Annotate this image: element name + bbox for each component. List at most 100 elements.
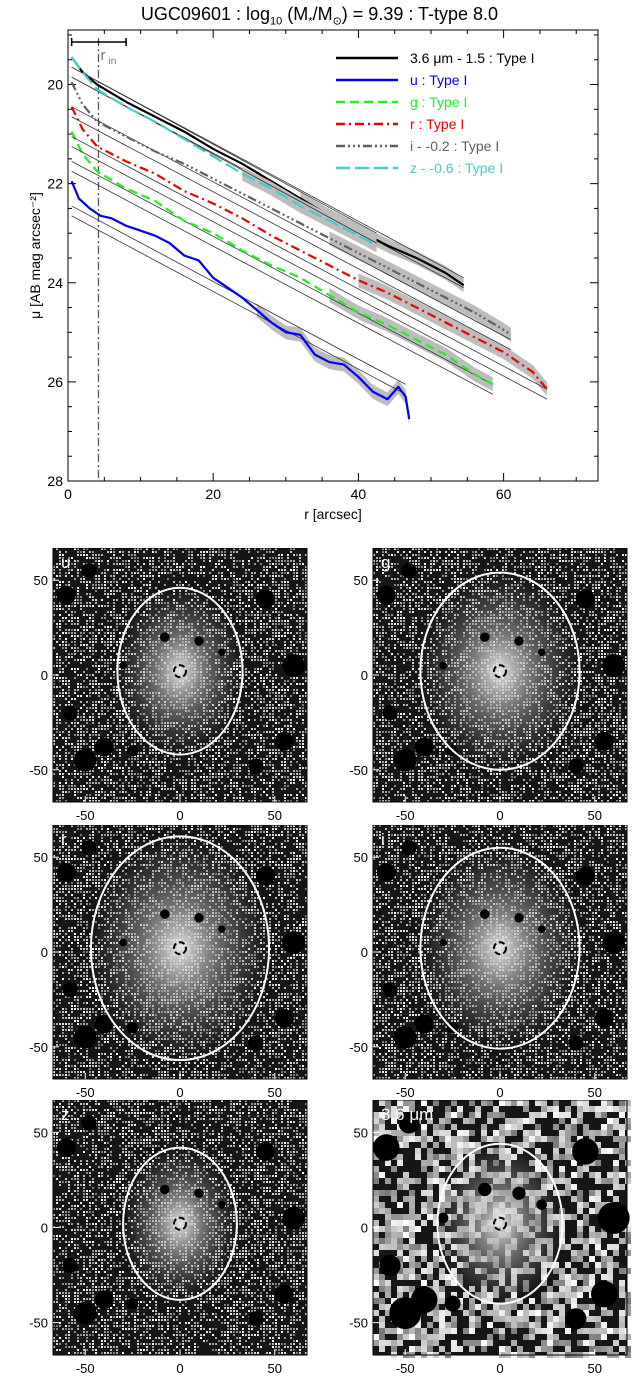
noise-pixel	[400, 623, 402, 625]
noise-pixel	[77, 797, 79, 799]
noise-pixel	[230, 752, 232, 754]
noise-pixel	[236, 722, 238, 724]
noise-pixel	[233, 584, 235, 586]
noise-pixel	[56, 746, 58, 748]
noise-pixel	[179, 770, 181, 772]
noise-pixel	[191, 794, 193, 796]
noise-pixel	[565, 590, 567, 592]
noise-pixel	[227, 731, 229, 733]
noise-pixel	[230, 572, 232, 574]
noise-pixel	[472, 554, 474, 556]
noise-pixel	[424, 563, 426, 565]
noise-pixel	[212, 596, 214, 598]
noise-pixel	[143, 776, 145, 778]
noise-pixel	[601, 590, 603, 592]
noise-pixel	[463, 554, 465, 556]
noise-pixel	[116, 749, 118, 751]
noise-pixel	[119, 740, 121, 742]
noise-pixel	[110, 581, 112, 583]
noise-pixel	[269, 674, 271, 676]
noise-pixel	[278, 614, 280, 616]
noise-pixel	[122, 593, 124, 595]
noise-pixel	[547, 551, 549, 553]
noise-pixel	[119, 563, 121, 565]
noise-pixel	[598, 620, 600, 622]
noise-pixel	[89, 656, 91, 658]
noise-pixel	[119, 755, 121, 757]
noise-pixel	[170, 788, 172, 790]
noise-pixel	[272, 779, 274, 781]
noise-pixel	[263, 782, 265, 784]
noise-pixel	[155, 794, 157, 796]
noise-pixel	[101, 767, 103, 769]
noise-pixel	[83, 704, 85, 706]
fit-line-upper	[72, 67, 377, 233]
noise-pixel	[215, 575, 217, 577]
noise-pixel	[254, 710, 256, 712]
noise-pixel	[212, 569, 214, 571]
noise-pixel	[475, 563, 477, 565]
noise-pixel	[616, 605, 618, 607]
noise-pixel	[89, 707, 91, 709]
noise-pixel	[206, 749, 208, 751]
noise-pixel	[287, 698, 289, 700]
noise-pixel	[98, 554, 100, 556]
noise-pixel	[215, 782, 217, 784]
noise-pixel	[275, 776, 277, 778]
noise-pixel	[284, 620, 286, 622]
noise-pixel	[613, 560, 615, 562]
noise-pixel	[143, 749, 145, 751]
noise-pixel	[577, 614, 579, 616]
noise-pixel	[535, 566, 537, 568]
noise-pixel	[245, 734, 247, 736]
noise-pixel	[403, 605, 405, 607]
noise-pixel	[122, 563, 124, 565]
noise-pixel	[152, 770, 154, 772]
noise-pixel	[59, 665, 61, 667]
noise-pixel	[191, 797, 193, 799]
noise-pixel	[146, 794, 148, 796]
noise-pixel	[158, 560, 160, 562]
noise-pixel	[68, 629, 70, 631]
noise-pixel	[71, 788, 73, 790]
noise-pixel	[113, 608, 115, 610]
noise-pixel	[391, 626, 393, 628]
noise-pixel	[281, 719, 283, 721]
noise-pixel	[580, 566, 582, 568]
noise-pixel	[152, 563, 154, 565]
noise-pixel	[302, 599, 304, 601]
noise-pixel	[62, 608, 64, 610]
noise-pixel	[278, 584, 280, 586]
noise-pixel	[110, 791, 112, 793]
noise-pixel	[155, 785, 157, 787]
noise-pixel	[104, 572, 106, 574]
noise-pixel	[233, 776, 235, 778]
noise-pixel	[83, 650, 85, 652]
noise-pixel	[415, 554, 417, 556]
noise-pixel	[107, 659, 109, 661]
noise-pixel	[74, 689, 76, 691]
noise-pixel	[62, 581, 64, 583]
noise-pixel	[74, 692, 76, 694]
noise-pixel	[101, 728, 103, 730]
noise-pixel	[430, 563, 432, 565]
noise-pixel	[65, 617, 67, 619]
noise-pixel	[59, 782, 61, 784]
noise-pixel	[140, 590, 142, 592]
noise-pixel	[77, 572, 79, 574]
noise-pixel	[80, 674, 82, 676]
noise-pixel	[134, 587, 136, 589]
noise-pixel	[272, 797, 274, 799]
noise-pixel	[230, 551, 232, 553]
noise-pixel	[149, 794, 151, 796]
noise-pixel	[254, 629, 256, 631]
noise-pixel	[248, 734, 250, 736]
noise-pixel	[290, 764, 292, 766]
noise-pixel	[113, 605, 115, 607]
noise-pixel	[463, 566, 465, 568]
noise-pixel	[272, 698, 274, 700]
noise-pixel	[110, 662, 112, 664]
noise-pixel	[613, 626, 615, 628]
noise-pixel	[164, 797, 166, 799]
noise-pixel	[176, 764, 178, 766]
